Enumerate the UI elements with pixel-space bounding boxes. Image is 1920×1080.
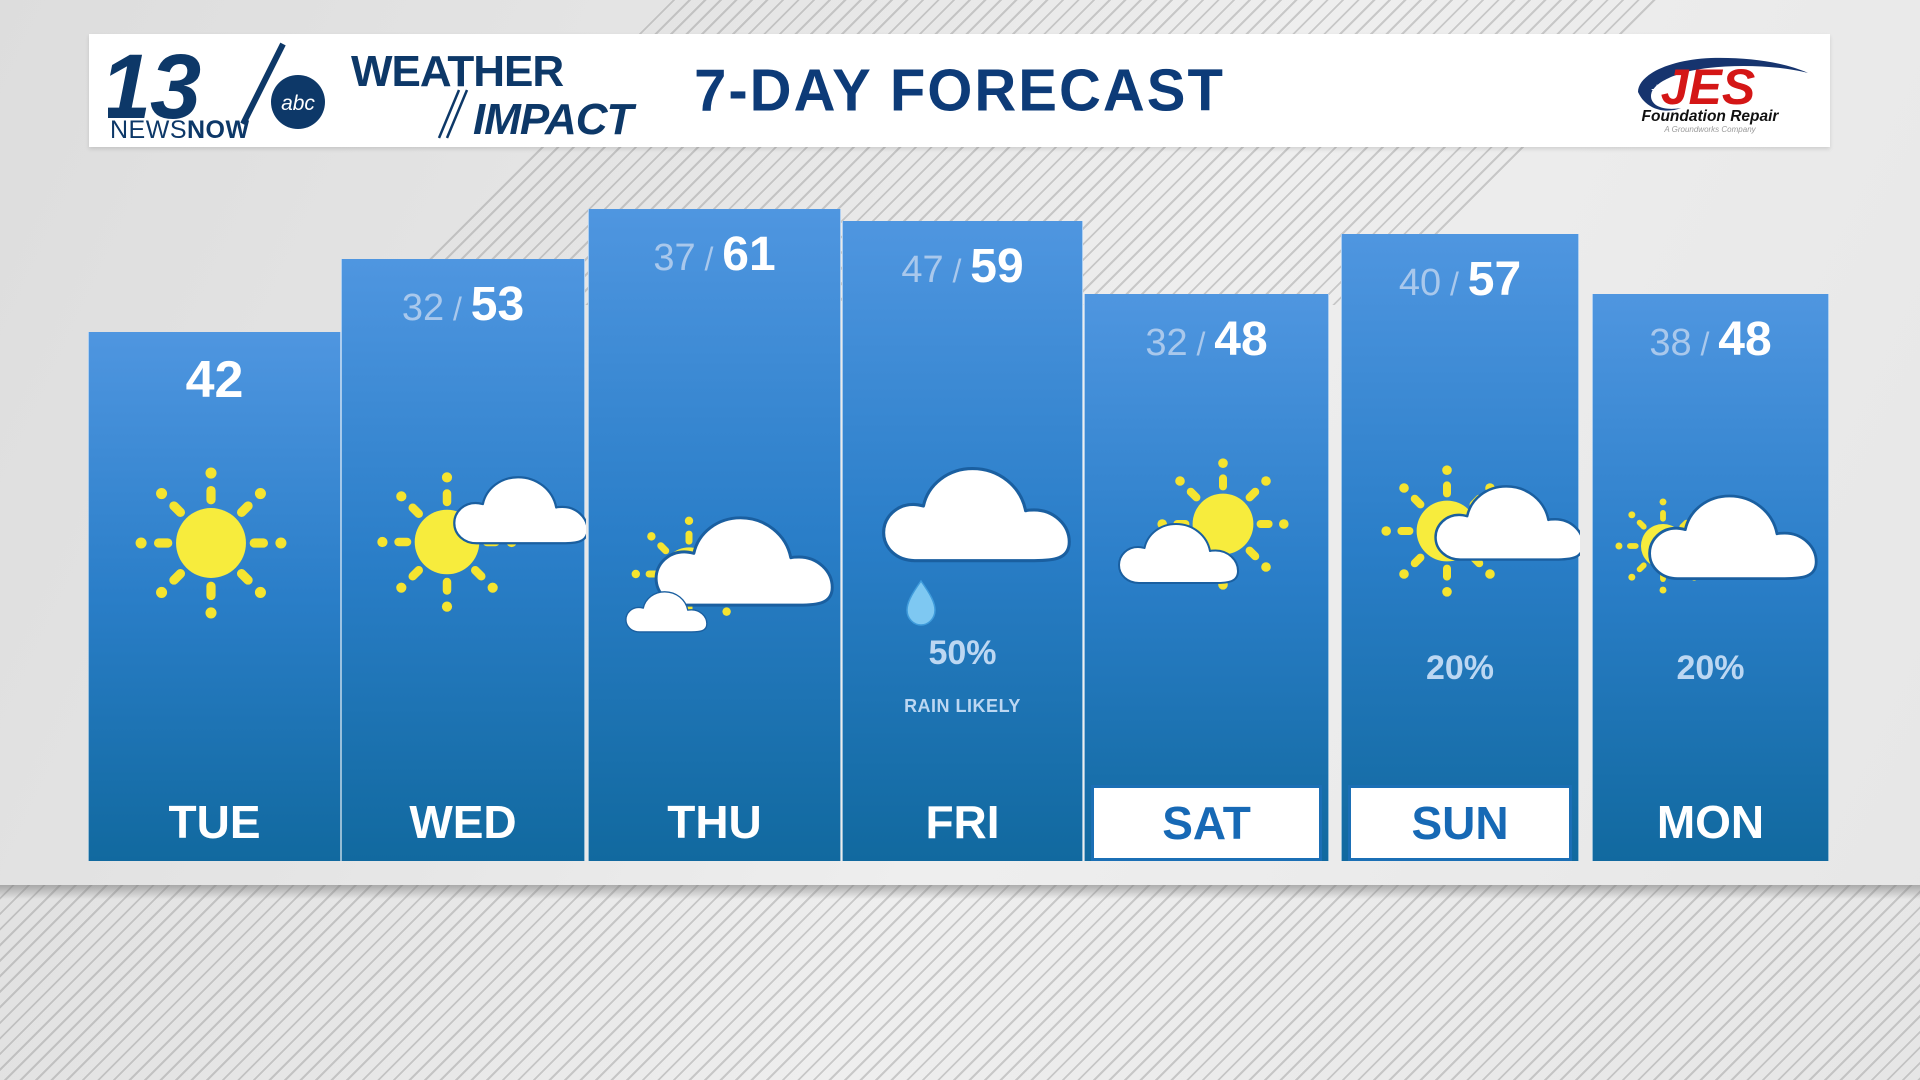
svg-text:Foundation Repair: Foundation Repair (1642, 108, 1780, 125)
svg-text:IMPACT: IMPACT (473, 95, 637, 142)
svg-text:JES: JES (1661, 59, 1756, 115)
svg-text:WEATHER: WEATHER (351, 47, 563, 96)
svg-text:A Groundworks Company: A Groundworks Company (1663, 125, 1756, 134)
svg-text:abc: abc (281, 92, 315, 115)
svg-text:NEWSNOW: NEWSNOW (110, 116, 250, 142)
